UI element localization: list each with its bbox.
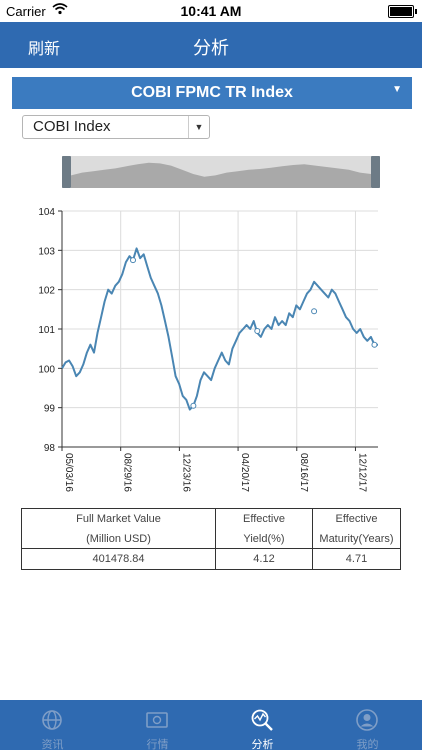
data-point [371,341,378,348]
tab-label: 分析 [251,739,274,751]
tab-bar: 资讯 行情 分析 我的 [0,700,422,751]
sub-index-select-label: COBI Index [33,118,111,135]
tab-label: 行情 [146,739,169,751]
data-point [130,257,137,264]
value-full-market-value: 401478.84 [21,548,216,570]
index-selector-label: COBI FPMC TR Index [131,84,293,101]
tab-news[interactable]: 资讯 [0,700,105,751]
x-tick-label: 12/12/17 [356,453,367,492]
series-line [61,247,378,411]
analysis-magnifier-icon [251,709,273,731]
index-line-chart: 98 99 100 101 102 103 104 05/03/16 08/29/16 12/23… [38,207,378,492]
y-tick-label: 101 [38,325,55,336]
header-effective-maturity: Effective [312,508,401,529]
status-bar: Carrier 10:41 AM [0,0,422,22]
y-tick-label: 104 [38,207,55,218]
navigator-area [71,162,371,188]
header-effective-yield-unit: Yield(%) [215,529,313,549]
caret-down-icon: ▼ [392,84,402,95]
index-selector[interactable]: COBI FPMC TR Index ▼ [12,77,412,109]
y-tick-label: 103 [38,246,55,257]
globe-icon [42,710,62,730]
status-time: 10:41 AM [180,3,242,19]
navigator-left-handle[interactable] [62,156,71,188]
tab-analysis[interactable]: 分析 [210,700,315,751]
x-tick-label: 05/03/16 [63,453,74,492]
refresh-button[interactable]: 刷新 [28,41,61,58]
tab-label: 我的 [356,739,379,751]
page-title: 分析 [193,38,229,58]
data-point [254,327,261,334]
carrier-label: Carrier [6,4,46,19]
caret-down-icon[interactable]: ▼ [188,116,209,138]
x-tick-label: 12/23/16 [180,453,191,492]
x-tick-label: 04/20/17 [239,453,250,492]
navigator-right-handle[interactable] [371,156,380,188]
y-tick-label: 98 [44,443,56,454]
header-effective-yield: Effective [215,508,313,529]
value-effective-yield: 4.12 [215,548,313,570]
tab-market[interactable]: 行情 [105,700,210,751]
header-full-market-value: Full Market Value [21,508,216,529]
y-tick-label: 99 [44,404,56,415]
y-tick-label: 100 [38,364,55,375]
x-tick-label: 08/29/16 [122,453,133,492]
value-effective-maturity: 4.71 [312,548,401,570]
data-point [311,308,318,315]
user-icon [356,709,378,731]
nav-bar: 刷新 分析 [0,22,422,68]
battery-icon [388,5,417,18]
x-tick-label: 08/16/17 [298,453,309,492]
y-tick-label: 102 [38,286,55,297]
stats-table: Full Market Value Effective Effective (M… [21,508,401,570]
tab-label: 资讯 [41,739,64,751]
range-navigator[interactable] [62,156,380,188]
data-point [190,402,197,409]
tab-profile[interactable]: 我的 [315,700,420,751]
header-effective-maturity-unit: Maturity(Years) [312,529,401,549]
sub-index-select[interactable]: COBI Index ▼ [22,115,210,139]
wifi-icon [52,3,68,18]
banknote-icon [146,712,168,728]
header-full-market-value-unit: (Million USD) [21,529,216,549]
